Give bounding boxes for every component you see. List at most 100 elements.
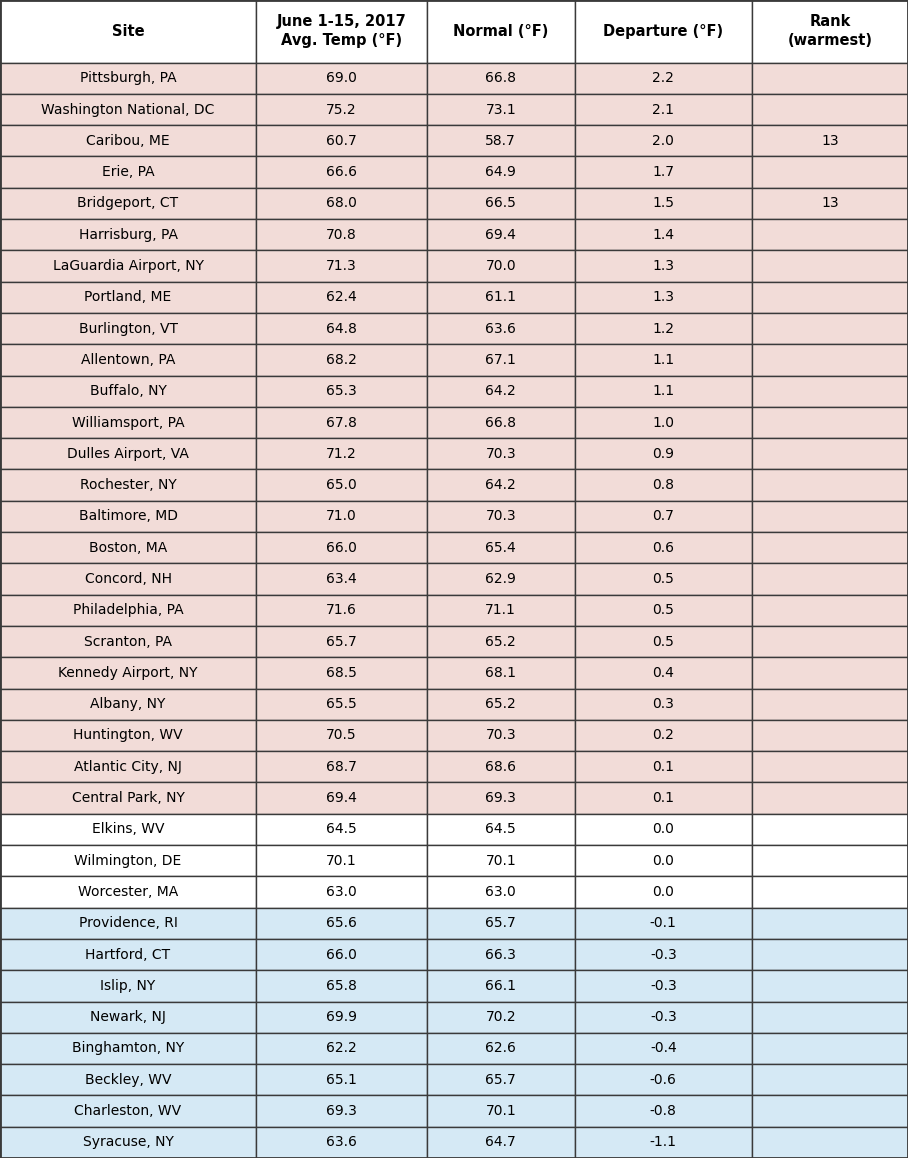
Bar <box>256 658 427 689</box>
Text: -0.8: -0.8 <box>650 1104 676 1119</box>
Bar <box>256 188 427 219</box>
Bar <box>427 500 575 532</box>
Bar <box>575 720 752 752</box>
Text: 2.0: 2.0 <box>652 134 675 148</box>
Bar <box>427 0 575 63</box>
Bar <box>256 783 427 814</box>
Bar <box>256 814 427 845</box>
Bar <box>427 281 575 313</box>
Text: 71.3: 71.3 <box>326 259 357 273</box>
Text: Caribou, ME: Caribou, ME <box>86 134 170 148</box>
Bar <box>752 877 908 908</box>
Bar <box>256 281 427 313</box>
Bar <box>0 720 256 752</box>
Text: 13: 13 <box>821 197 839 211</box>
Text: 0.5: 0.5 <box>652 572 675 586</box>
Text: 63.0: 63.0 <box>326 885 357 899</box>
Bar <box>0 219 256 250</box>
Text: 68.5: 68.5 <box>326 666 357 680</box>
Bar <box>0 845 256 877</box>
Text: Dulles Airport, VA: Dulles Airport, VA <box>67 447 189 461</box>
Bar <box>256 939 427 970</box>
Text: 63.6: 63.6 <box>485 322 517 336</box>
Bar <box>427 877 575 908</box>
Bar <box>256 908 427 939</box>
Bar <box>575 658 752 689</box>
Text: 68.6: 68.6 <box>485 760 517 774</box>
Text: Erie, PA: Erie, PA <box>102 166 154 179</box>
Bar <box>427 563 575 595</box>
Text: 68.1: 68.1 <box>485 666 517 680</box>
Text: Baltimore, MD: Baltimore, MD <box>78 510 178 523</box>
Bar <box>752 845 908 877</box>
Bar <box>0 188 256 219</box>
Bar <box>0 595 256 626</box>
Text: Bridgeport, CT: Bridgeport, CT <box>77 197 179 211</box>
Bar <box>256 752 427 783</box>
Bar <box>256 845 427 877</box>
Text: Rank
(warmest): Rank (warmest) <box>787 15 873 49</box>
Bar <box>427 970 575 1002</box>
Bar <box>256 877 427 908</box>
Bar <box>575 63 752 94</box>
Bar <box>752 63 908 94</box>
Bar <box>256 532 427 563</box>
Bar <box>575 563 752 595</box>
Text: 65.2: 65.2 <box>486 697 516 711</box>
Bar <box>752 375 908 406</box>
Bar <box>427 375 575 406</box>
Text: 71.0: 71.0 <box>326 510 357 523</box>
Bar <box>752 532 908 563</box>
Text: 2.2: 2.2 <box>652 72 675 86</box>
Text: 67.8: 67.8 <box>326 416 357 430</box>
Text: Elkins, WV: Elkins, WV <box>92 822 164 836</box>
Bar <box>427 720 575 752</box>
Text: Hartford, CT: Hartford, CT <box>85 947 171 961</box>
Text: 66.3: 66.3 <box>485 947 517 961</box>
Bar <box>575 877 752 908</box>
Bar <box>0 500 256 532</box>
Text: 0.6: 0.6 <box>652 541 675 555</box>
Bar <box>752 752 908 783</box>
Bar <box>575 438 752 469</box>
Text: 2.1: 2.1 <box>652 103 675 117</box>
Text: 71.2: 71.2 <box>326 447 357 461</box>
Text: Normal (°F): Normal (°F) <box>453 24 548 39</box>
Bar <box>575 406 752 438</box>
Bar <box>427 908 575 939</box>
Bar <box>575 0 752 63</box>
Text: 58.7: 58.7 <box>486 134 516 148</box>
Bar <box>752 720 908 752</box>
Bar <box>256 94 427 125</box>
Bar <box>575 845 752 877</box>
Bar <box>0 783 256 814</box>
Bar <box>256 156 427 188</box>
Bar <box>427 658 575 689</box>
Text: 68.0: 68.0 <box>326 197 357 211</box>
Bar <box>0 0 256 63</box>
Bar <box>575 500 752 532</box>
Text: Allentown, PA: Allentown, PA <box>81 353 175 367</box>
Text: 70.8: 70.8 <box>326 228 357 242</box>
Bar <box>427 250 575 281</box>
Text: LaGuardia Airport, NY: LaGuardia Airport, NY <box>53 259 203 273</box>
Bar <box>256 1002 427 1033</box>
Text: 62.6: 62.6 <box>485 1041 517 1055</box>
Text: Kennedy Airport, NY: Kennedy Airport, NY <box>58 666 198 680</box>
Bar <box>752 219 908 250</box>
Bar <box>575 1033 752 1064</box>
Bar <box>427 689 575 720</box>
Bar <box>0 563 256 595</box>
Bar <box>752 250 908 281</box>
Text: 1.1: 1.1 <box>652 384 675 398</box>
Bar <box>752 970 908 1002</box>
Bar <box>427 1002 575 1033</box>
Text: 70.1: 70.1 <box>486 1104 516 1119</box>
Text: 1.1: 1.1 <box>652 353 675 367</box>
Bar <box>256 500 427 532</box>
Text: 62.4: 62.4 <box>326 291 357 305</box>
Bar <box>256 63 427 94</box>
Text: Departure (°F): Departure (°F) <box>603 24 724 39</box>
Text: 1.3: 1.3 <box>652 291 675 305</box>
Bar <box>0 406 256 438</box>
